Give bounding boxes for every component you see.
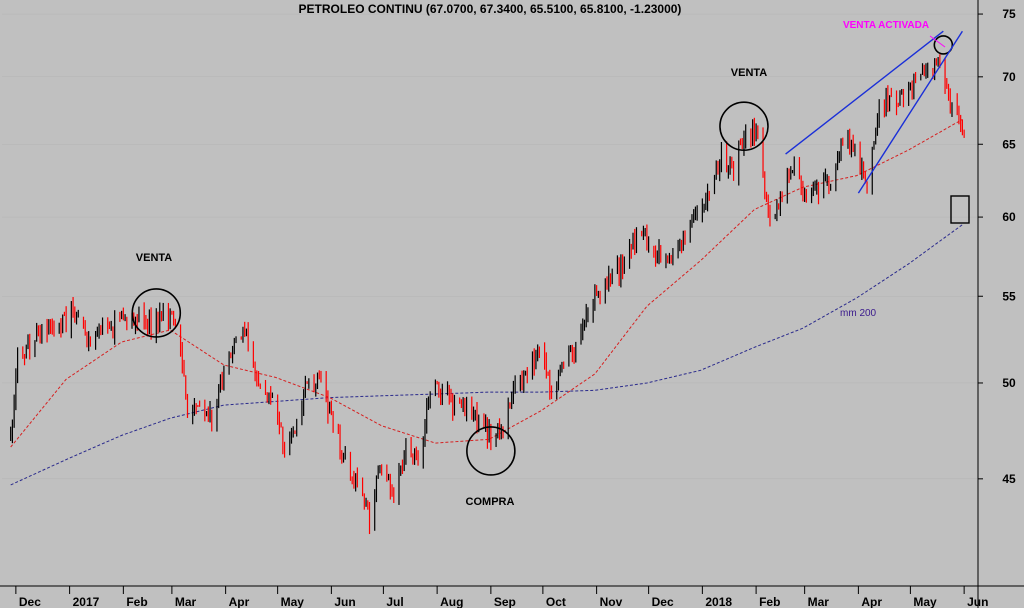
time-tick-label: Aug	[440, 595, 463, 608]
trendline-upper	[785, 30, 944, 155]
grid	[2, 13, 978, 480]
venta-right-circle	[719, 101, 769, 152]
price-tick-label: 60	[1002, 210, 1016, 224]
ma-long-layer	[10, 224, 963, 486]
annotation-venta-left: VENTA	[136, 252, 173, 264]
annotation-compra: COMPRA	[466, 496, 515, 508]
price-tick-label: 65	[1002, 137, 1016, 151]
candles	[10, 54, 965, 535]
time-tick-label: Mar	[808, 595, 830, 608]
chart-title: PETROLEO CONTINU (67.0700, 67.3400, 65.5…	[299, 2, 682, 16]
time-tick-label: Jun	[334, 595, 355, 608]
venta-activada-circle	[933, 35, 954, 55]
time-tick-label: Dec	[19, 595, 41, 608]
annotation-mm200: mm 200	[840, 308, 877, 319]
time-tick-label: Apr	[861, 595, 882, 608]
time-tick-label: 2017	[73, 595, 100, 608]
price-tick-label: 70	[1002, 70, 1016, 84]
price-tick-label: 50	[1002, 376, 1016, 390]
venta-activada-pointer	[929, 35, 946, 48]
venta-left-circle	[131, 288, 182, 338]
time-tick-label: Jun	[967, 595, 988, 608]
time-tick-label: May	[281, 595, 305, 608]
price-tick-label: 55	[1002, 289, 1016, 303]
target-box	[950, 195, 970, 224]
price-tick-label: 45	[1002, 472, 1016, 486]
time-tick-label: Mar	[175, 595, 197, 608]
annotation-venta-activada: VENTA ACTIVADA	[843, 20, 929, 31]
trendline-lower	[857, 30, 963, 194]
time-tick-label: Sep	[494, 595, 516, 608]
time-tick-label: 2018	[705, 595, 732, 608]
time-tick-label: Dec	[652, 595, 674, 608]
time-tick-label: Jul	[386, 595, 403, 608]
time-tick-label: Feb	[126, 595, 147, 608]
time-tick-label: Oct	[546, 595, 566, 608]
annotation-venta-right: VENTA	[731, 67, 768, 79]
time-tick-label: Apr	[229, 595, 250, 608]
time-tick-label: Nov	[600, 595, 623, 608]
compra-circle	[466, 426, 516, 476]
price-tick-label: 75	[1002, 7, 1016, 21]
ma-200-line	[10, 224, 963, 486]
time-tick-label: Feb	[759, 595, 780, 608]
time-tick-label: May	[913, 595, 937, 608]
annotation-overlays	[131, 30, 970, 476]
